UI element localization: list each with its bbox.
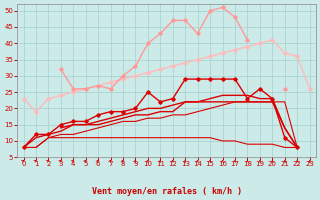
X-axis label: Vent moyen/en rafales ( km/h ): Vent moyen/en rafales ( km/h ) [92, 187, 242, 196]
